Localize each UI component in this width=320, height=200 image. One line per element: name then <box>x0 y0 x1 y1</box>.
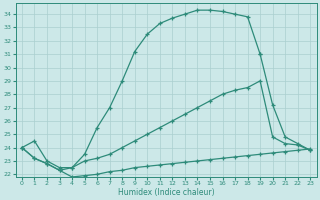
X-axis label: Humidex (Indice chaleur): Humidex (Indice chaleur) <box>118 188 214 197</box>
